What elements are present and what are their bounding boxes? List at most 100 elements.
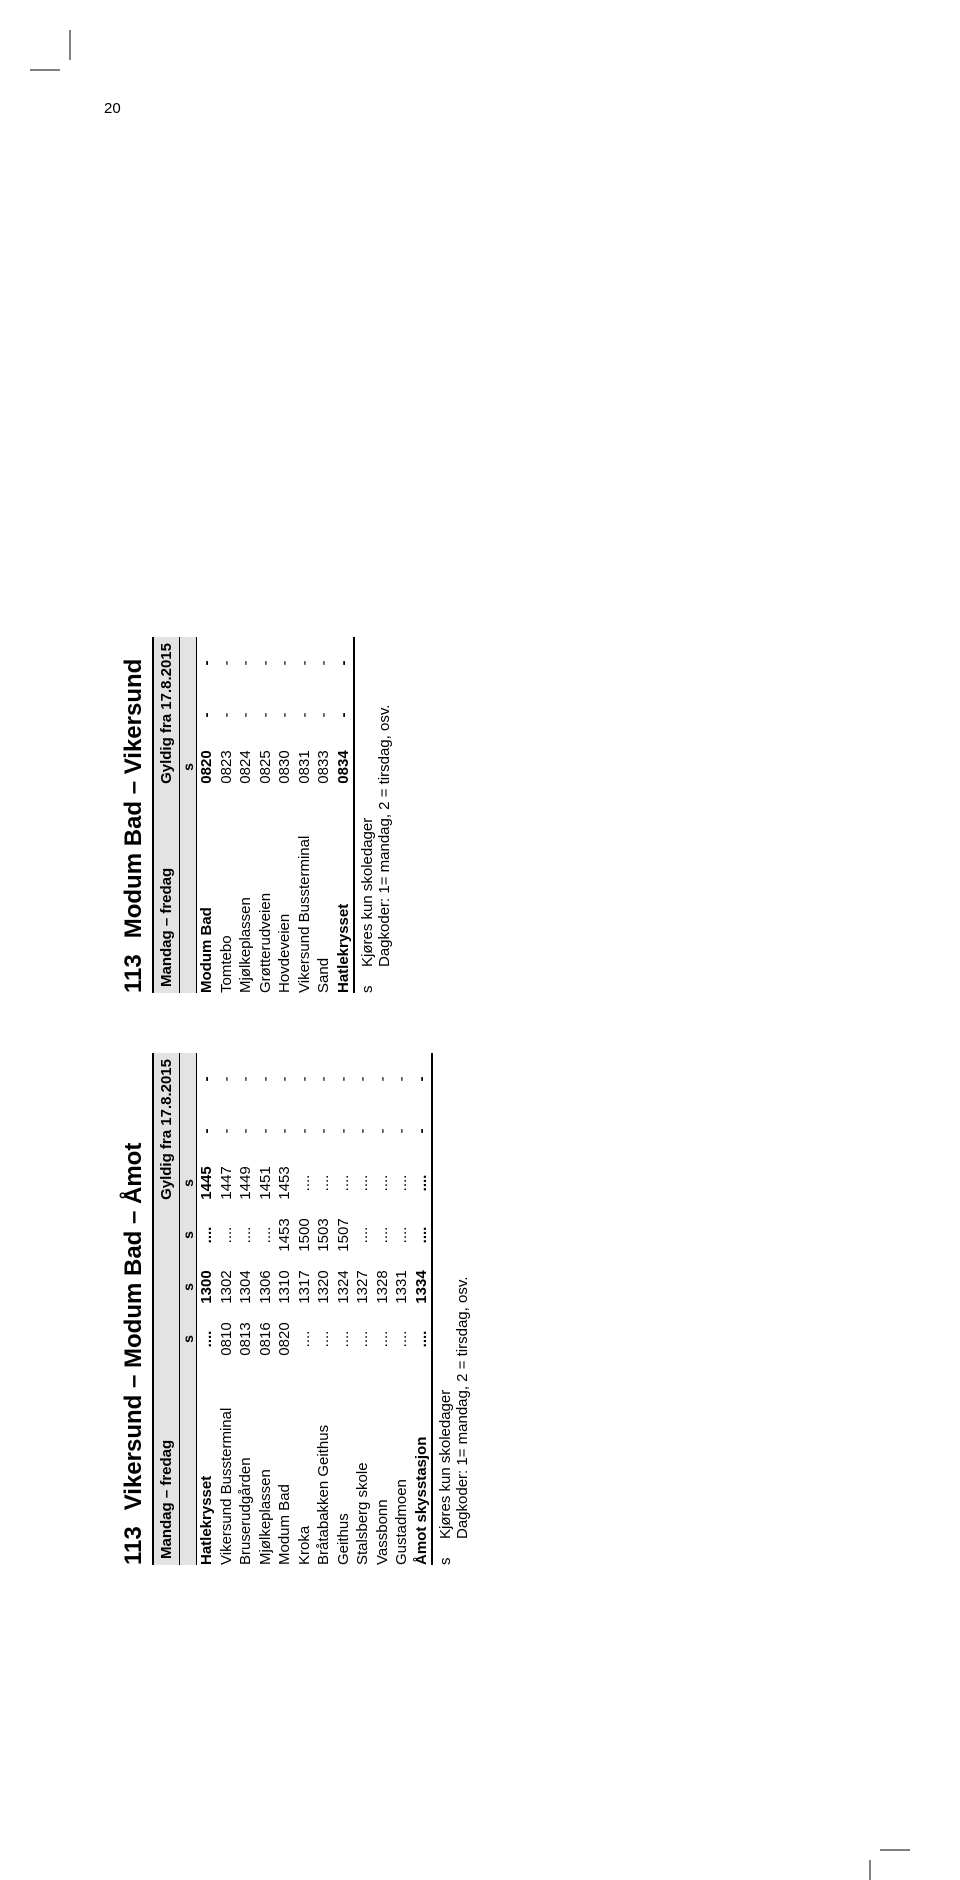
time-cell: - xyxy=(334,689,354,741)
time-cell: 1317 xyxy=(295,1261,315,1313)
page-number: 20 xyxy=(104,100,121,117)
timetable-title: 113 Modum Bad – Vikersund xyxy=(120,637,154,993)
days-label: Mandag – fredag xyxy=(154,862,179,993)
time-cell: 1306 xyxy=(256,1261,276,1313)
time-cell: - xyxy=(236,689,256,741)
time-cell: .... xyxy=(392,1157,412,1209)
column-code xyxy=(180,1053,196,1105)
time-cell: - xyxy=(256,689,276,741)
footnote-key: s xyxy=(359,979,376,993)
time-cell: 0824 xyxy=(236,741,256,793)
timetable-row: Vassbonn....1328........-- xyxy=(373,1053,393,1565)
time-cell: .... xyxy=(295,1157,315,1209)
header-row: Mandag – fredagGyldig fra 17.8.2015 xyxy=(154,1053,180,1565)
footnotes: sKjøres kun skoledagerDagkoder: 1= manda… xyxy=(359,637,393,993)
time-cell: .... xyxy=(392,1313,412,1365)
time-cell: - xyxy=(412,1105,432,1157)
time-cell: 1451 xyxy=(256,1157,276,1209)
time-cell: 1507 xyxy=(334,1209,354,1261)
time-cell: - xyxy=(314,637,334,689)
time-cell: - xyxy=(197,1053,217,1105)
time-cell: 0810 xyxy=(217,1313,237,1365)
stop-name: Mjølkeplassen xyxy=(236,793,256,993)
time-cell: .... xyxy=(353,1313,373,1365)
timetable-row: Åmot skysstasjon....1334........-- xyxy=(412,1053,432,1565)
time-cell: 1334 xyxy=(412,1261,432,1313)
column-code xyxy=(180,1105,196,1157)
footnote-key: s xyxy=(437,1551,454,1565)
stop-name: Hovdeveien xyxy=(275,793,295,993)
time-cell: 1447 xyxy=(217,1157,237,1209)
time-cell: - xyxy=(314,1053,334,1105)
code-row: s xyxy=(180,637,197,993)
timetable: 113Vikersund – Modum Bad – ÅmotMandag – … xyxy=(120,1053,471,1565)
footnote-key xyxy=(454,1551,471,1565)
route-number: 113 xyxy=(120,1526,148,1565)
time-cell: 0830 xyxy=(275,741,295,793)
time-cell: .... xyxy=(412,1209,432,1261)
time-cell: .... xyxy=(373,1157,393,1209)
time-cell: - xyxy=(197,1105,217,1157)
time-cell: .... xyxy=(236,1209,256,1261)
stop-name: Vikersund Bussterminal xyxy=(217,1365,237,1565)
time-cell: 0816 xyxy=(256,1313,276,1365)
time-cell: 1300 xyxy=(197,1261,217,1313)
column-code: s xyxy=(180,741,196,793)
time-cell: 1310 xyxy=(275,1261,295,1313)
timetable-row: Tomtebo0823-- xyxy=(217,637,237,993)
route-name: Modum Bad – Vikersund xyxy=(120,659,148,939)
time-cell: 1324 xyxy=(334,1261,354,1313)
stop-name: Bråtabakken Geithus xyxy=(314,1365,334,1565)
time-cell: .... xyxy=(353,1209,373,1261)
column-code: s xyxy=(180,1157,196,1209)
time-cell: .... xyxy=(334,1313,354,1365)
time-cell: - xyxy=(334,1053,354,1105)
timetable-row: Stalsberg skole....1327........-- xyxy=(353,1053,373,1565)
time-cell: 0820 xyxy=(197,741,217,793)
time-cell: 1327 xyxy=(353,1261,373,1313)
time-cell: .... xyxy=(392,1209,412,1261)
time-cell: .... xyxy=(373,1209,393,1261)
time-cell: 0825 xyxy=(256,741,276,793)
time-cell: - xyxy=(295,1105,315,1157)
time-cell: 0834 xyxy=(334,741,354,793)
timetable-body: Modum Bad0820--Tomtebo0823--Mjølkeplasse… xyxy=(197,637,355,993)
route-number: 113 xyxy=(120,954,148,993)
column-code: s xyxy=(180,1209,196,1261)
code-row: ssss xyxy=(180,1053,197,1565)
timetable-row: Vikersund Bussterminal0831-- xyxy=(295,637,315,993)
time-cell: - xyxy=(295,1053,315,1105)
stop-name: Stalsberg skole xyxy=(353,1365,373,1565)
time-cell: 1328 xyxy=(373,1261,393,1313)
stop-name: Tomtebo xyxy=(217,793,237,993)
time-cell: - xyxy=(275,689,295,741)
timetable-row: Mjølkeplassen0824-- xyxy=(236,637,256,993)
time-cell: - xyxy=(197,689,217,741)
valid-from-label: Gyldig fra 17.8.2015 xyxy=(154,637,179,790)
time-cell: - xyxy=(256,1105,276,1157)
time-cell: 1331 xyxy=(392,1261,412,1313)
time-cell: 0820 xyxy=(275,1313,295,1365)
column-code: s xyxy=(180,1313,196,1365)
time-cell: - xyxy=(353,1053,373,1105)
time-cell: - xyxy=(373,1053,393,1105)
time-cell: 1449 xyxy=(236,1157,256,1209)
timetable-row: Bruserudgården08131304....1449-- xyxy=(236,1053,256,1565)
time-cell: 1453 xyxy=(275,1209,295,1261)
stop-name: Bruserudgården xyxy=(236,1365,256,1565)
time-cell: - xyxy=(295,637,315,689)
timetable-row: Modum Bad0820-- xyxy=(197,637,217,993)
footnote: Dagkoder: 1= mandag, 2 = tirsdag, osv. xyxy=(376,637,393,993)
time-cell: - xyxy=(314,689,334,741)
time-cell: 0833 xyxy=(314,741,334,793)
footnotes: sKjøres kun skoledagerDagkoder: 1= manda… xyxy=(437,1053,471,1565)
time-cell: .... xyxy=(217,1209,237,1261)
time-cell: - xyxy=(197,637,217,689)
time-cell: .... xyxy=(373,1313,393,1365)
stop-name: Vassbonn xyxy=(373,1365,393,1565)
time-cell: .... xyxy=(314,1313,334,1365)
timetable-row: Sand0833-- xyxy=(314,637,334,993)
stop-name: Åmot skysstasjon xyxy=(412,1365,432,1565)
time-cell: .... xyxy=(334,1157,354,1209)
timetable-row: Vikersund Bussterminal08101302....1447-- xyxy=(217,1053,237,1565)
